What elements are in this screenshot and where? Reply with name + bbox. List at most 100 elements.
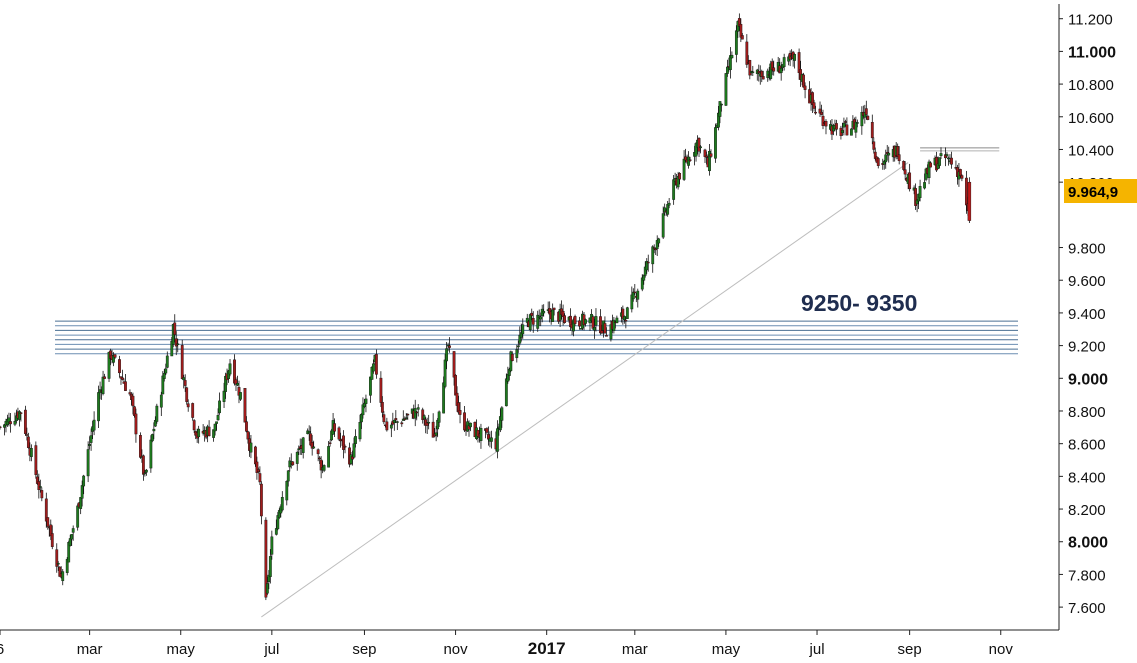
candle: [630, 286, 634, 313]
candle: [516, 340, 520, 353]
candle: [46, 517, 50, 530]
candle-body: [666, 204, 670, 215]
candle-body: [170, 340, 174, 357]
candle: [563, 313, 567, 324]
candle-body: [268, 556, 272, 577]
candle: [218, 392, 221, 415]
y-tick-label: 9.200: [1068, 339, 1106, 356]
candle-body: [394, 418, 398, 421]
candle-body: [584, 319, 587, 324]
candle: [139, 432, 142, 459]
candle: [343, 444, 347, 454]
candle: [624, 316, 628, 329]
candle-body: [515, 349, 519, 359]
candle-body: [782, 57, 786, 67]
candle: [521, 318, 525, 339]
candle-body: [437, 411, 441, 423]
candle-body: [539, 316, 543, 320]
candle: [288, 457, 292, 472]
candle: [89, 428, 93, 451]
candle-body: [389, 424, 393, 429]
candle-body: [887, 152, 891, 156]
candle: [23, 405, 27, 436]
candle-body: [264, 519, 268, 598]
candle-body: [265, 583, 269, 594]
candle: [897, 146, 901, 165]
candle: [918, 179, 922, 202]
candle: [330, 428, 333, 442]
candle-body: [218, 400, 221, 414]
candle-body: [870, 122, 874, 139]
candle: [531, 311, 535, 333]
candle: [76, 503, 80, 531]
candle: [728, 47, 732, 79]
candle-body: [413, 408, 417, 419]
candle-body: [113, 354, 117, 358]
candle-body: [131, 395, 135, 407]
last-price-tag: 9.964,9: [1064, 179, 1137, 203]
y-tick-label: 8.200: [1068, 502, 1106, 519]
candle: [734, 25, 738, 63]
candle: [131, 392, 135, 415]
candle: [372, 359, 375, 374]
candle: [237, 380, 241, 404]
x-tick-label: jul: [809, 641, 825, 658]
candle: [967, 177, 972, 224]
candle-body: [89, 435, 93, 443]
candle: [124, 373, 127, 391]
candle-body: [55, 549, 59, 567]
candle-body: [842, 122, 846, 128]
candle-body: [697, 138, 701, 152]
candle-body: [249, 442, 253, 453]
candle-body: [144, 469, 148, 473]
candle-body: [150, 434, 154, 442]
candle: [97, 385, 100, 428]
candle: [186, 399, 190, 412]
candle: [134, 408, 138, 443]
candle-body: [633, 291, 637, 294]
candle: [369, 376, 372, 403]
candle-body: [86, 449, 90, 477]
support-zone-label: 9250- 9350: [801, 290, 917, 316]
last-price-tag-bg: [1064, 179, 1137, 203]
candle: [319, 456, 323, 479]
candle: [855, 119, 859, 128]
candle: [772, 60, 776, 76]
candle-body: [864, 108, 868, 115]
candle-body: [873, 151, 877, 159]
candle-body: [222, 390, 226, 402]
candle-body: [380, 401, 384, 413]
candle-body: [812, 102, 816, 109]
candle-body: [657, 238, 661, 244]
candle-body: [929, 162, 932, 168]
candle: [720, 103, 723, 112]
candle-body: [443, 359, 447, 387]
candle-body: [67, 542, 71, 563]
candle-body: [416, 407, 420, 410]
candle: [382, 411, 386, 425]
candle-body: [382, 414, 386, 423]
candle-body: [802, 74, 805, 88]
candle: [458, 401, 462, 424]
candle: [678, 172, 682, 185]
candle-body: [914, 188, 918, 206]
candle: [469, 422, 472, 432]
candle-body: [254, 446, 257, 465]
x-tick-label: jul: [263, 641, 279, 658]
candle-body: [667, 202, 671, 206]
candle: [510, 351, 514, 362]
candle-body: [803, 85, 807, 90]
y-tick-label: 7.600: [1068, 600, 1106, 617]
candle: [594, 308, 598, 332]
candle-body: [215, 421, 218, 424]
candle: [903, 161, 907, 180]
candle: [714, 123, 717, 163]
candle-body: [708, 151, 711, 172]
candle: [599, 309, 602, 335]
candle-body: [107, 351, 111, 379]
candle-body: [297, 448, 301, 450]
candle: [672, 174, 676, 205]
candle-body: [406, 413, 410, 416]
candle: [280, 491, 284, 512]
candle: [101, 370, 105, 396]
